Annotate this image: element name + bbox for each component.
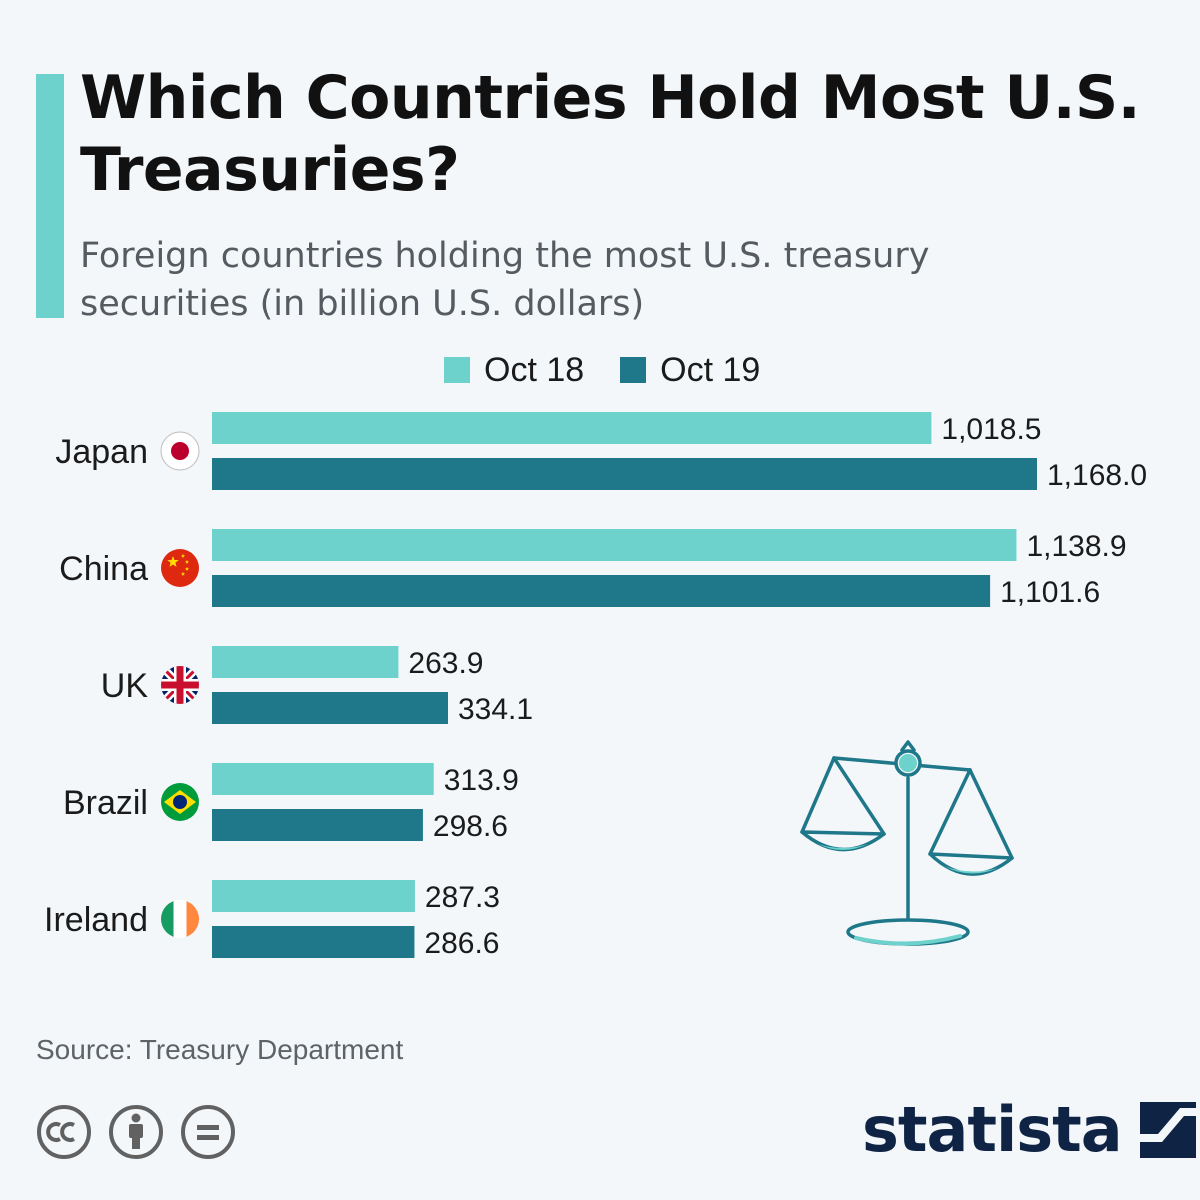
category-label-china: China xyxy=(59,550,148,588)
chart-legend: Oct 18 Oct 19 xyxy=(444,350,796,390)
bar-chart: Japan 1,018.51,168.0 China 1,138.9 1,101.6 UK… xyxy=(44,412,1147,960)
bar-uk-oct18 xyxy=(212,646,399,678)
data-label-japan-oct19: 1,168.0 xyxy=(1047,459,1147,492)
accent-bar xyxy=(36,74,64,318)
bar-brazil-oct18 xyxy=(212,763,434,795)
category-label-ireland: Ireland xyxy=(44,901,148,939)
legend-swatch-oct18 xyxy=(444,357,470,383)
legend-swatch-oct19 xyxy=(620,357,647,383)
legend-item-oct19: Oct 19 xyxy=(620,351,760,390)
data-label-brazil-oct19: 298.6 xyxy=(433,810,508,843)
category-label-uk: UK xyxy=(101,667,149,705)
data-label-china-oct18: 1,138.9 xyxy=(1026,530,1126,563)
brand: statista xyxy=(862,1092,1196,1168)
data-label-japan-oct18: 1,018.5 xyxy=(941,413,1041,446)
bar-ireland-oct18 xyxy=(212,880,415,912)
legend-label-oct19: Oct 19 xyxy=(660,350,761,389)
brand-name: statista xyxy=(862,1093,1123,1166)
data-label-ireland-oct18: 287.3 xyxy=(425,881,500,914)
by-icon[interactable] xyxy=(108,1104,164,1160)
china-flag-icon xyxy=(161,549,199,587)
data-label-china-oct19: 1,101.6 xyxy=(1000,576,1100,609)
category-label-japan: Japan xyxy=(55,433,148,471)
bar-china-oct19 xyxy=(212,575,991,607)
statista-logo-icon xyxy=(1139,1102,1196,1158)
legend-item-oct18: Oct 18 xyxy=(444,351,584,390)
bar-ireland-oct19 xyxy=(212,926,415,958)
balance-scale-icon xyxy=(800,740,1014,946)
brazil-flag-icon xyxy=(161,783,199,821)
bar-china-oct18 xyxy=(212,529,1017,561)
bar-uk-oct19 xyxy=(212,692,448,724)
data-label-ireland-oct19: 286.6 xyxy=(424,927,499,960)
legend-label-oct18: Oct 18 xyxy=(484,350,585,389)
data-label-uk-oct19: 334.1 xyxy=(458,693,533,726)
page-subtitle: Foreign countries holding the most U.S. … xyxy=(80,236,930,324)
uk-flag-icon xyxy=(161,666,199,704)
japan-flag-icon xyxy=(160,431,200,471)
source-note: Source: Treasury Department xyxy=(36,1034,404,1065)
ireland-flag-icon xyxy=(161,900,199,938)
nd-icon[interactable] xyxy=(180,1104,236,1160)
category-label-brazil: Brazil xyxy=(63,784,148,822)
cc-icon[interactable] xyxy=(36,1104,92,1160)
bar-japan-oct19 xyxy=(212,458,1037,490)
page-title: Which Countries Hold Most U.S. Treasurie… xyxy=(80,63,1141,205)
license-icons xyxy=(36,1104,252,1160)
bar-japan-oct18 xyxy=(212,412,932,444)
data-label-uk-oct18: 263.9 xyxy=(408,647,483,680)
data-label-brazil-oct18: 313.9 xyxy=(444,764,519,797)
bar-brazil-oct19 xyxy=(212,809,423,841)
